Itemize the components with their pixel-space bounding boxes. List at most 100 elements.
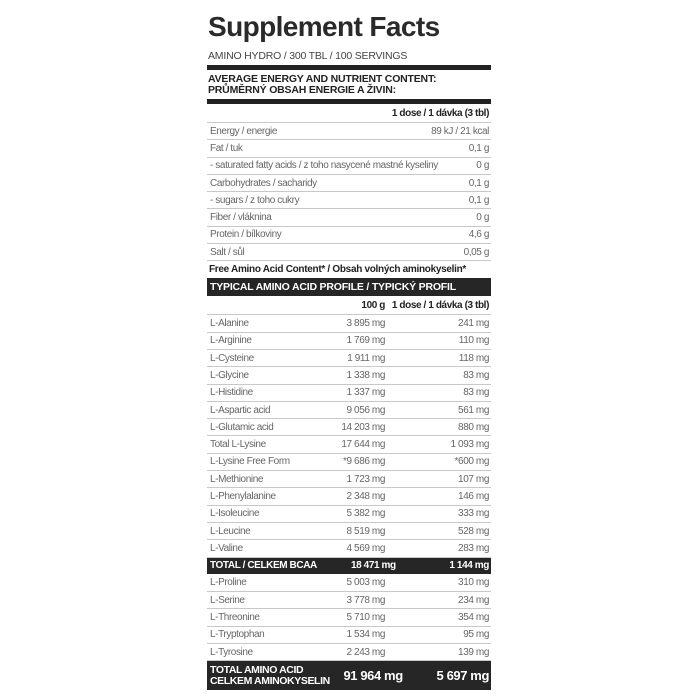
nutrient-name: Energy / energie [210,125,277,137]
amino-row: L-Histidine 1 337 mg 83 mg [207,385,491,402]
bcaa-dose: 1 144 mg [449,560,489,572]
amino-name: L-Proline [210,577,247,589]
amino-dose: 1 093 mg [450,439,490,451]
amino-per100: 3 895 mg [346,318,386,330]
nutrient-name: Fat / tuk [210,142,243,154]
amino-table-a: L-Alanine 3 895 mg 241 mg L-Arginine 1 769 m… [207,315,491,558]
divider [207,65,491,70]
subtitle: AMINO HYDRO / 300 TBL / 100 SERVINGS [208,50,408,62]
profile-column-header: 100 g 1 dose / 1 dávka (3 tbl) [207,296,491,316]
amino-dose: 333 mg [458,508,489,520]
amino-name: L-Aspartic acid [210,404,271,416]
amino-name: L-Arginine [210,335,252,347]
amino-per100: 8 519 mg [346,525,386,537]
amino-row: Total L-Lysine 17 644 mg 1 093 mg [207,436,491,454]
amino-per100: 1 723 mg [346,473,386,485]
amino-dose: 83 mg [463,387,489,399]
nutrient-row: Salt / sůl 0,05 g [207,244,491,262]
amino-row: L-Valine 4 569 mg 283 mg [207,540,491,558]
nutrient-row: Fiber / vláknina 0 g [207,209,491,227]
amino-per100: 1 534 mg [346,629,386,641]
bcaa-label: TOTAL / CELKEM BCAA [210,560,317,572]
amino-name: L-Threonine [210,612,260,624]
nutrient-name: - sugars / z toho cukry [210,194,300,206]
amino-row: L-Glycine 1 338 mg 83 mg [207,367,491,385]
amino-dose: 528 mg [458,525,489,537]
amino-per100: 5 003 mg [346,577,386,589]
nutrient-header-en: AVERAGE ENERGY AND NUTRIENT CONTENT: [208,73,437,85]
amino-name: L-Glycine [210,369,249,381]
divider [207,99,491,104]
nutrient-header-cz: PRŮMĚRNÝ OBSAH ENERGIE A ŽIVIN: [208,83,396,96]
amino-per100: 1 769 mg [346,335,386,347]
amino-dose: 139 mg [458,646,489,658]
amino-dose: 234 mg [458,594,489,606]
amino-row: L-Cysteine 1 911 mg 118 mg [207,350,491,368]
nutrient-column-header: 1 dose / 1 dávka (3 tbl) [207,104,491,123]
amino-row: L-Leucine 8 519 mg 528 mg [207,523,491,541]
amino-name: Total L-Lysine [210,439,266,451]
amino-per100: 14 203 mg [341,421,385,433]
nutrient-value: 4,6 g [468,229,490,241]
amino-name: L-Tryptophan [210,629,265,641]
amino-dose: 118 mg [458,352,490,364]
nutrient-name: Fiber / vláknina [210,212,272,224]
amino-name: L-Valine [210,542,243,554]
bcaa-per100: 18 471 mg [350,560,396,572]
amino-row: L-Threonine 5 710 mg 354 mg [207,609,491,627]
amino-dose: 95 mg [463,629,489,641]
amino-per100: 9 056 mg [346,404,386,416]
total-label: TOTAL AMINO ACID CELKEM AMINOKYSELIN [207,663,330,687]
nutrient-value: 0,05 g [463,246,490,258]
amino-row: L-Methionine 1 723 mg 107 mg [207,471,491,489]
nutrient-col-label: 1 dose / 1 dávka (3 tbl) [391,107,490,119]
amino-per100: 17 644 mg [341,439,385,451]
nutrient-name: Protein / bílkoviny [210,229,282,241]
amino-per100: 2 243 mg [346,646,386,658]
amino-row: L-Serine 3 778 mg 234 mg [207,592,491,610]
nutrient-row: - saturated fatty acids / z toho nasycen… [207,158,491,175]
amino-per100: 5 382 mg [346,508,386,520]
amino-row: L-Proline 5 003 mg 310 mg [207,575,491,593]
amino-dose: 354 mg [458,612,489,624]
nutrient-name: Carbohydrates / sacharidy [210,177,317,189]
nutrient-value: 0 g [476,160,489,172]
total-dose: 5 697 mg [436,668,490,684]
nutrient-value: 0,1 g [468,194,490,206]
nutrient-value: 0,1 g [468,177,490,189]
amino-per100: 4 569 mg [346,542,386,554]
amino-name: L-Methionine [210,473,264,485]
amino-per100: 1 338 mg [346,369,386,381]
amino-name: L-Alanine [210,318,249,330]
nutrient-table: Energy / energie 89 kJ / 21 kcal Fat / tuk… [207,123,491,262]
amino-name: L-Histidine [210,387,253,399]
nutrient-row: Protein / bílkoviny 4,6 g [207,227,491,245]
amino-table-b: L-Proline 5 003 mg 310 mg L-Serine 3 778 mg 2… [207,575,491,662]
nutrient-value: 0 g [476,212,489,224]
amino-per100: 2 348 mg [346,490,386,502]
amino-dose: *600 mg [454,456,490,468]
nutrient-header: AVERAGE ENERGY AND NUTRIENT CONTENT: PRŮ… [207,70,491,99]
total-label-en: TOTAL AMINO ACID [210,663,304,676]
nutrient-row: Carbohydrates / sacharidy 0,1 g [207,175,491,193]
profile-header: TYPICAL AMINO ACID PROFILE / TYPICKÝ PRO… [207,278,491,311]
col-100g: 100 g [361,299,385,311]
amino-name: L-Phenylalanine [210,490,276,502]
amino-name: L-Lysine Free Form [210,456,290,468]
free-amino-note: Free Amino Acid Content* / Obsah volných… [209,264,467,276]
amino-dose: 83 mg [463,369,489,381]
amino-name: L-Glutamic acid [210,421,274,433]
amino-name: L-Cysteine [210,352,254,364]
amino-name: L-Serine [210,594,245,606]
amino-per100: 1 337 mg [346,387,386,399]
amino-dose: 110 mg [458,335,490,347]
nutrient-row: Energy / energie 89 kJ / 21 kcal [207,123,491,141]
amino-row: L-Aspartic acid 9 056 mg 561 mg [207,402,491,420]
amino-dose: 561 mg [458,404,489,416]
title: Supplement Facts [208,11,440,42]
amino-name: L-Isoleucine [210,508,260,520]
amino-row: L-Alanine 3 895 mg 241 mg [207,315,491,333]
nutrient-value: 89 kJ / 21 kcal [431,125,489,137]
supplement-facts-label: Supplement Facts AMINO HYDRO / 300 TBL /… [207,11,491,692]
amino-row: L-Tryptophan 1 534 mg 95 mg [207,627,491,645]
